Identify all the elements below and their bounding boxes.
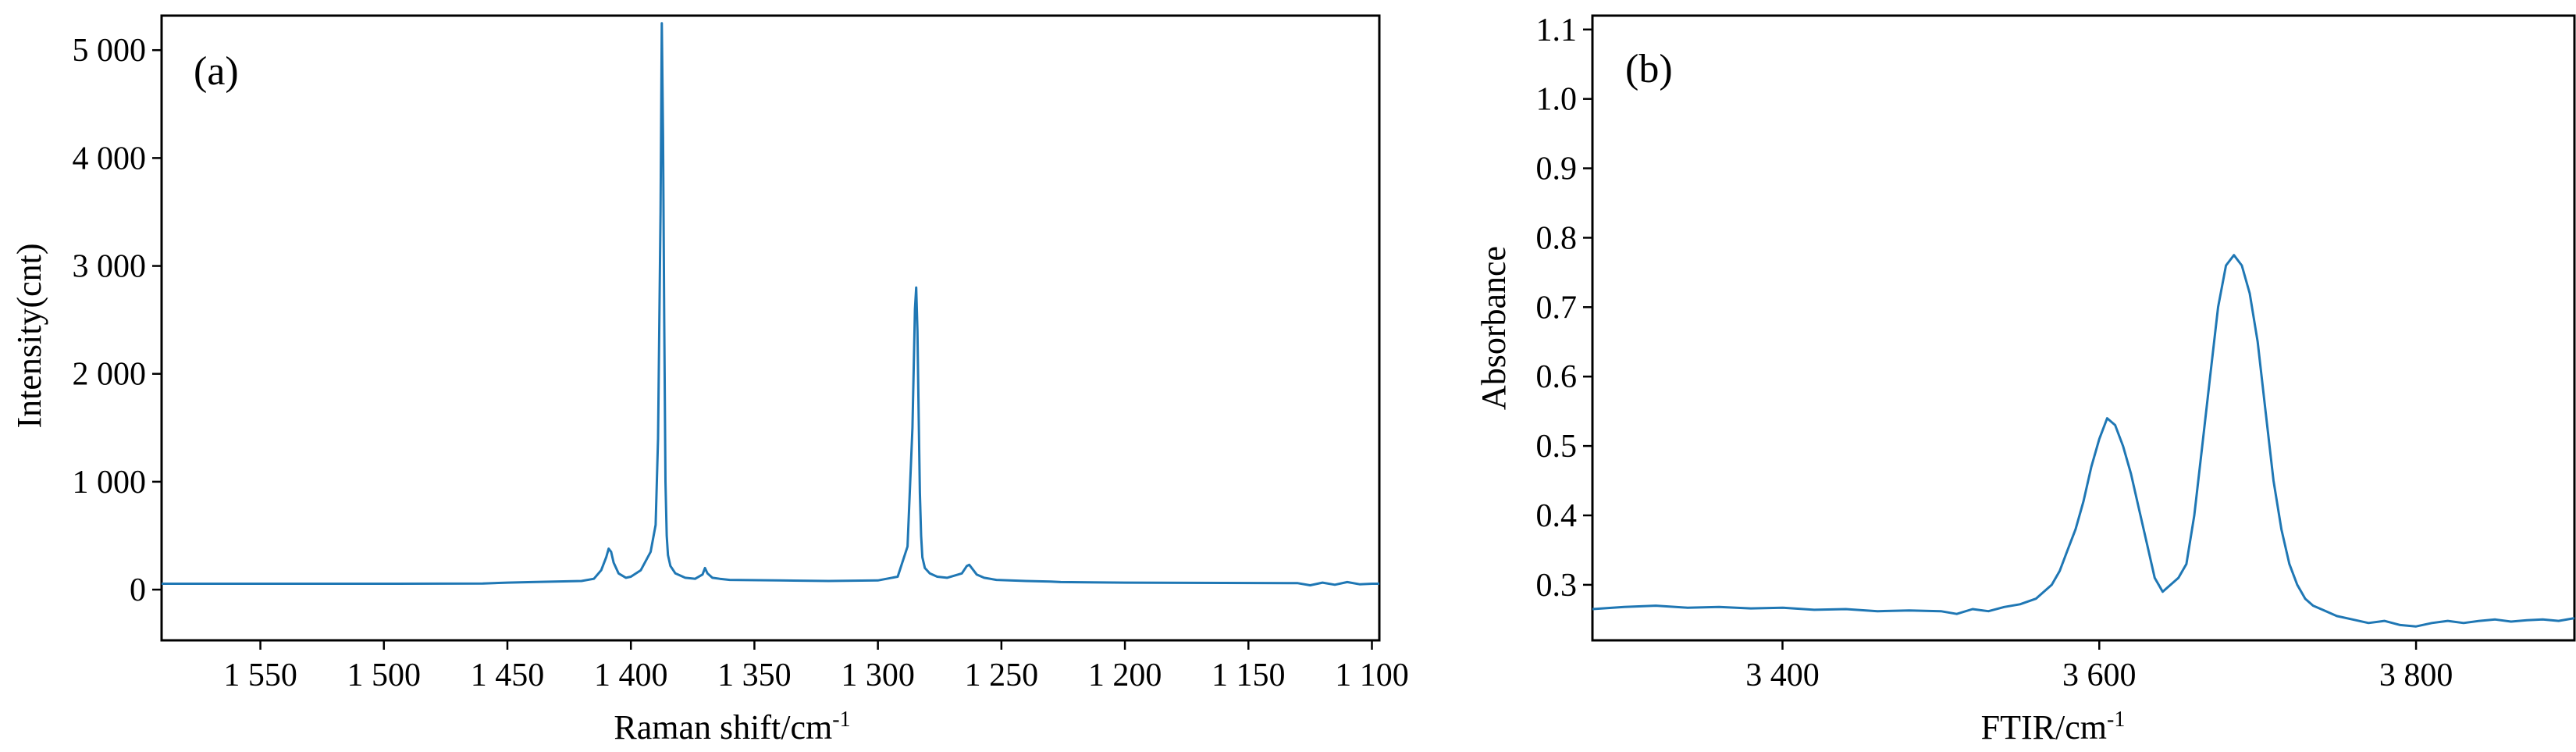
- ftir-panel-label: (b): [1625, 47, 1673, 91]
- raman-x-axis-label: Raman shift/cm-1: [614, 707, 850, 747]
- ftir-x-tick-label: 3 400: [1745, 658, 1820, 693]
- raman-y-tick-label: 5 000: [73, 33, 147, 69]
- ftir-chart: (b) 3 400 3 600 3 800 0.30.40.50.60.70.80.…: [1475, 12, 2576, 747]
- ftir-y-tick-label: 0.9: [1536, 151, 1578, 187]
- raman-x-tick-label: 1 550: [223, 658, 297, 693]
- ftir-x-axis-label-text: FTIR/cm: [1981, 708, 2107, 747]
- raman-x-tick-label: 1 400: [594, 658, 668, 693]
- raman-y-tick-label: 1 000: [73, 465, 147, 501]
- ftir-spectrum-line: [1592, 254, 2575, 628]
- raman-x-tick-label: 1 450: [471, 658, 545, 693]
- raman-x-axis-label-text: Raman shift/cm: [614, 708, 832, 747]
- raman-x-tick-label: 1 250: [965, 658, 1039, 693]
- raman-x-tick-label: 1 350: [717, 658, 792, 693]
- ftir-y-tick-label: 1.1: [1536, 12, 1578, 48]
- raman-y-tick-label: 2 000: [73, 357, 147, 393]
- ftir-x-tick-label: 3 800: [2379, 658, 2453, 693]
- ftir-y-tick-label: 0.8: [1536, 220, 1578, 256]
- ftir-x-tick-label: 3 600: [2062, 658, 2137, 693]
- raman-plot-frame: [160, 14, 1381, 642]
- raman-y-tick-label: 3 000: [73, 249, 147, 285]
- ftir-y-ticks: 0.3 0.4 0.5 0.6 0.7 0.8 0.9 1.0 1.1: [1536, 12, 1592, 604]
- ftir-x-axis-label: FTIR/cm-1: [1981, 707, 2126, 747]
- ftir-y-tick-label: 0.5: [1536, 429, 1578, 465]
- ftir-plot-frame: [1591, 14, 2576, 642]
- ftir-x-ticks: 3 400 3 600 3 800: [1745, 640, 2453, 693]
- raman-x-axis-label-sup: -1: [832, 707, 850, 732]
- ftir-y-tick-label: 0.3: [1536, 568, 1578, 604]
- raman-x-ticks: 1 550 1 500 1 450 1 400 1 350 1 300 1 250 1 200…: [223, 640, 1409, 693]
- raman-spectrum-line: [162, 22, 1379, 586]
- raman-y-ticks: 0 1 000 2 000 3 000 4 000 5 000: [73, 33, 162, 608]
- raman-x-tick-label: 1 300: [841, 658, 915, 693]
- ftir-y-tick-label: 1.0: [1536, 82, 1578, 118]
- raman-y-tick-label: 0: [130, 572, 146, 608]
- ftir-y-tick-label: 0.4: [1536, 498, 1578, 534]
- raman-panel-label: (a): [194, 49, 239, 94]
- raman-chart: (a) 1 550 1 500 1 450 1 400 1 350 1 300 1 250 1…: [10, 14, 1409, 747]
- raman-x-tick-label: 1 150: [1212, 658, 1286, 693]
- ftir-y-tick-label: 0.7: [1536, 290, 1578, 326]
- ftir-x-axis-label-sup: -1: [2107, 707, 2125, 732]
- ftir-y-tick-label: 0.6: [1536, 359, 1578, 395]
- raman-x-tick-label: 1 500: [347, 658, 422, 693]
- raman-x-tick-label: 1 100: [1335, 658, 1409, 693]
- raman-y-axis-label: Intensity(cnt): [10, 243, 48, 428]
- raman-y-tick-label: 4 000: [73, 141, 147, 176]
- ftir-y-axis-label: Absorbance: [1475, 246, 1513, 410]
- raman-x-tick-label: 1 200: [1088, 658, 1162, 693]
